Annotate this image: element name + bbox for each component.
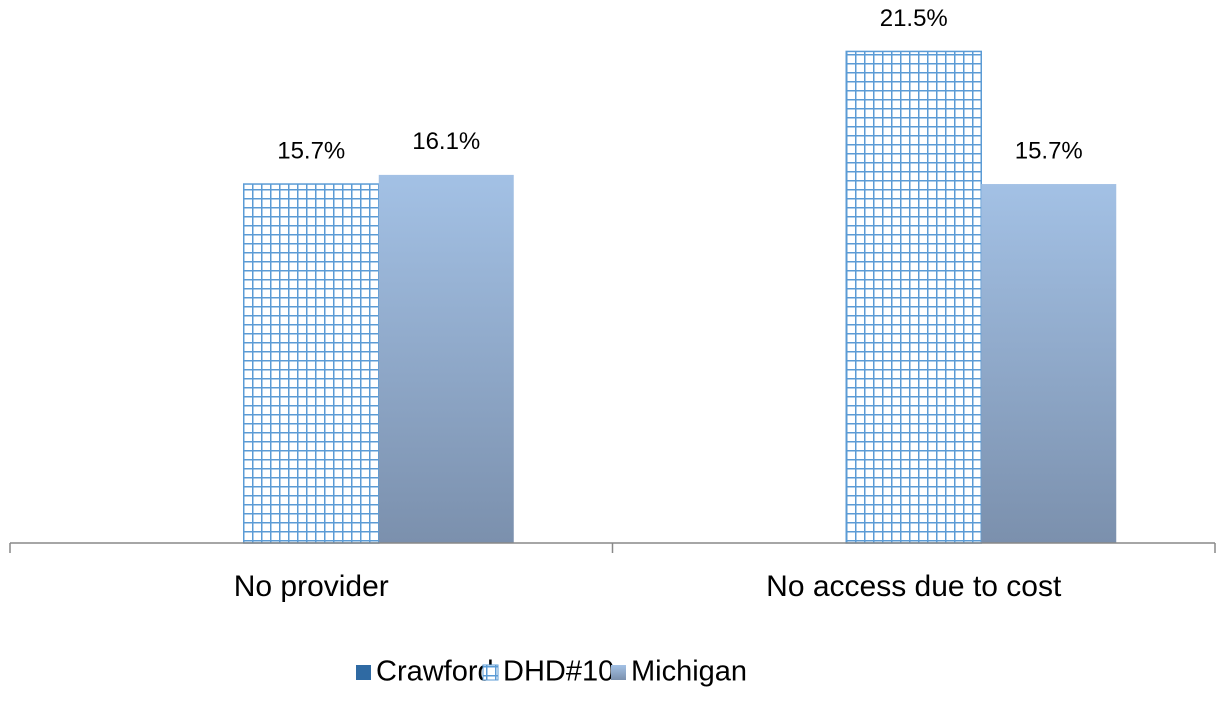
data-label: 15.7% <box>1015 137 1083 164</box>
legend-swatch <box>482 664 499 681</box>
legend-label: Michigan <box>631 656 747 688</box>
x-tick-label: No access due to cost <box>766 570 1062 603</box>
data-label: 15.7% <box>277 137 345 164</box>
data-label: 21.5% <box>880 5 948 32</box>
bar <box>378 174 514 544</box>
data-label: 16.1% <box>412 128 480 155</box>
x-tick-label: No provider <box>234 570 389 603</box>
bar <box>845 50 982 544</box>
legend-label: DHD#10 <box>503 656 614 688</box>
bar <box>243 183 380 544</box>
legend-label: Crawford <box>376 656 494 688</box>
legend-swatch <box>356 665 371 680</box>
bar <box>981 184 1117 544</box>
legend-swatch <box>611 665 626 680</box>
